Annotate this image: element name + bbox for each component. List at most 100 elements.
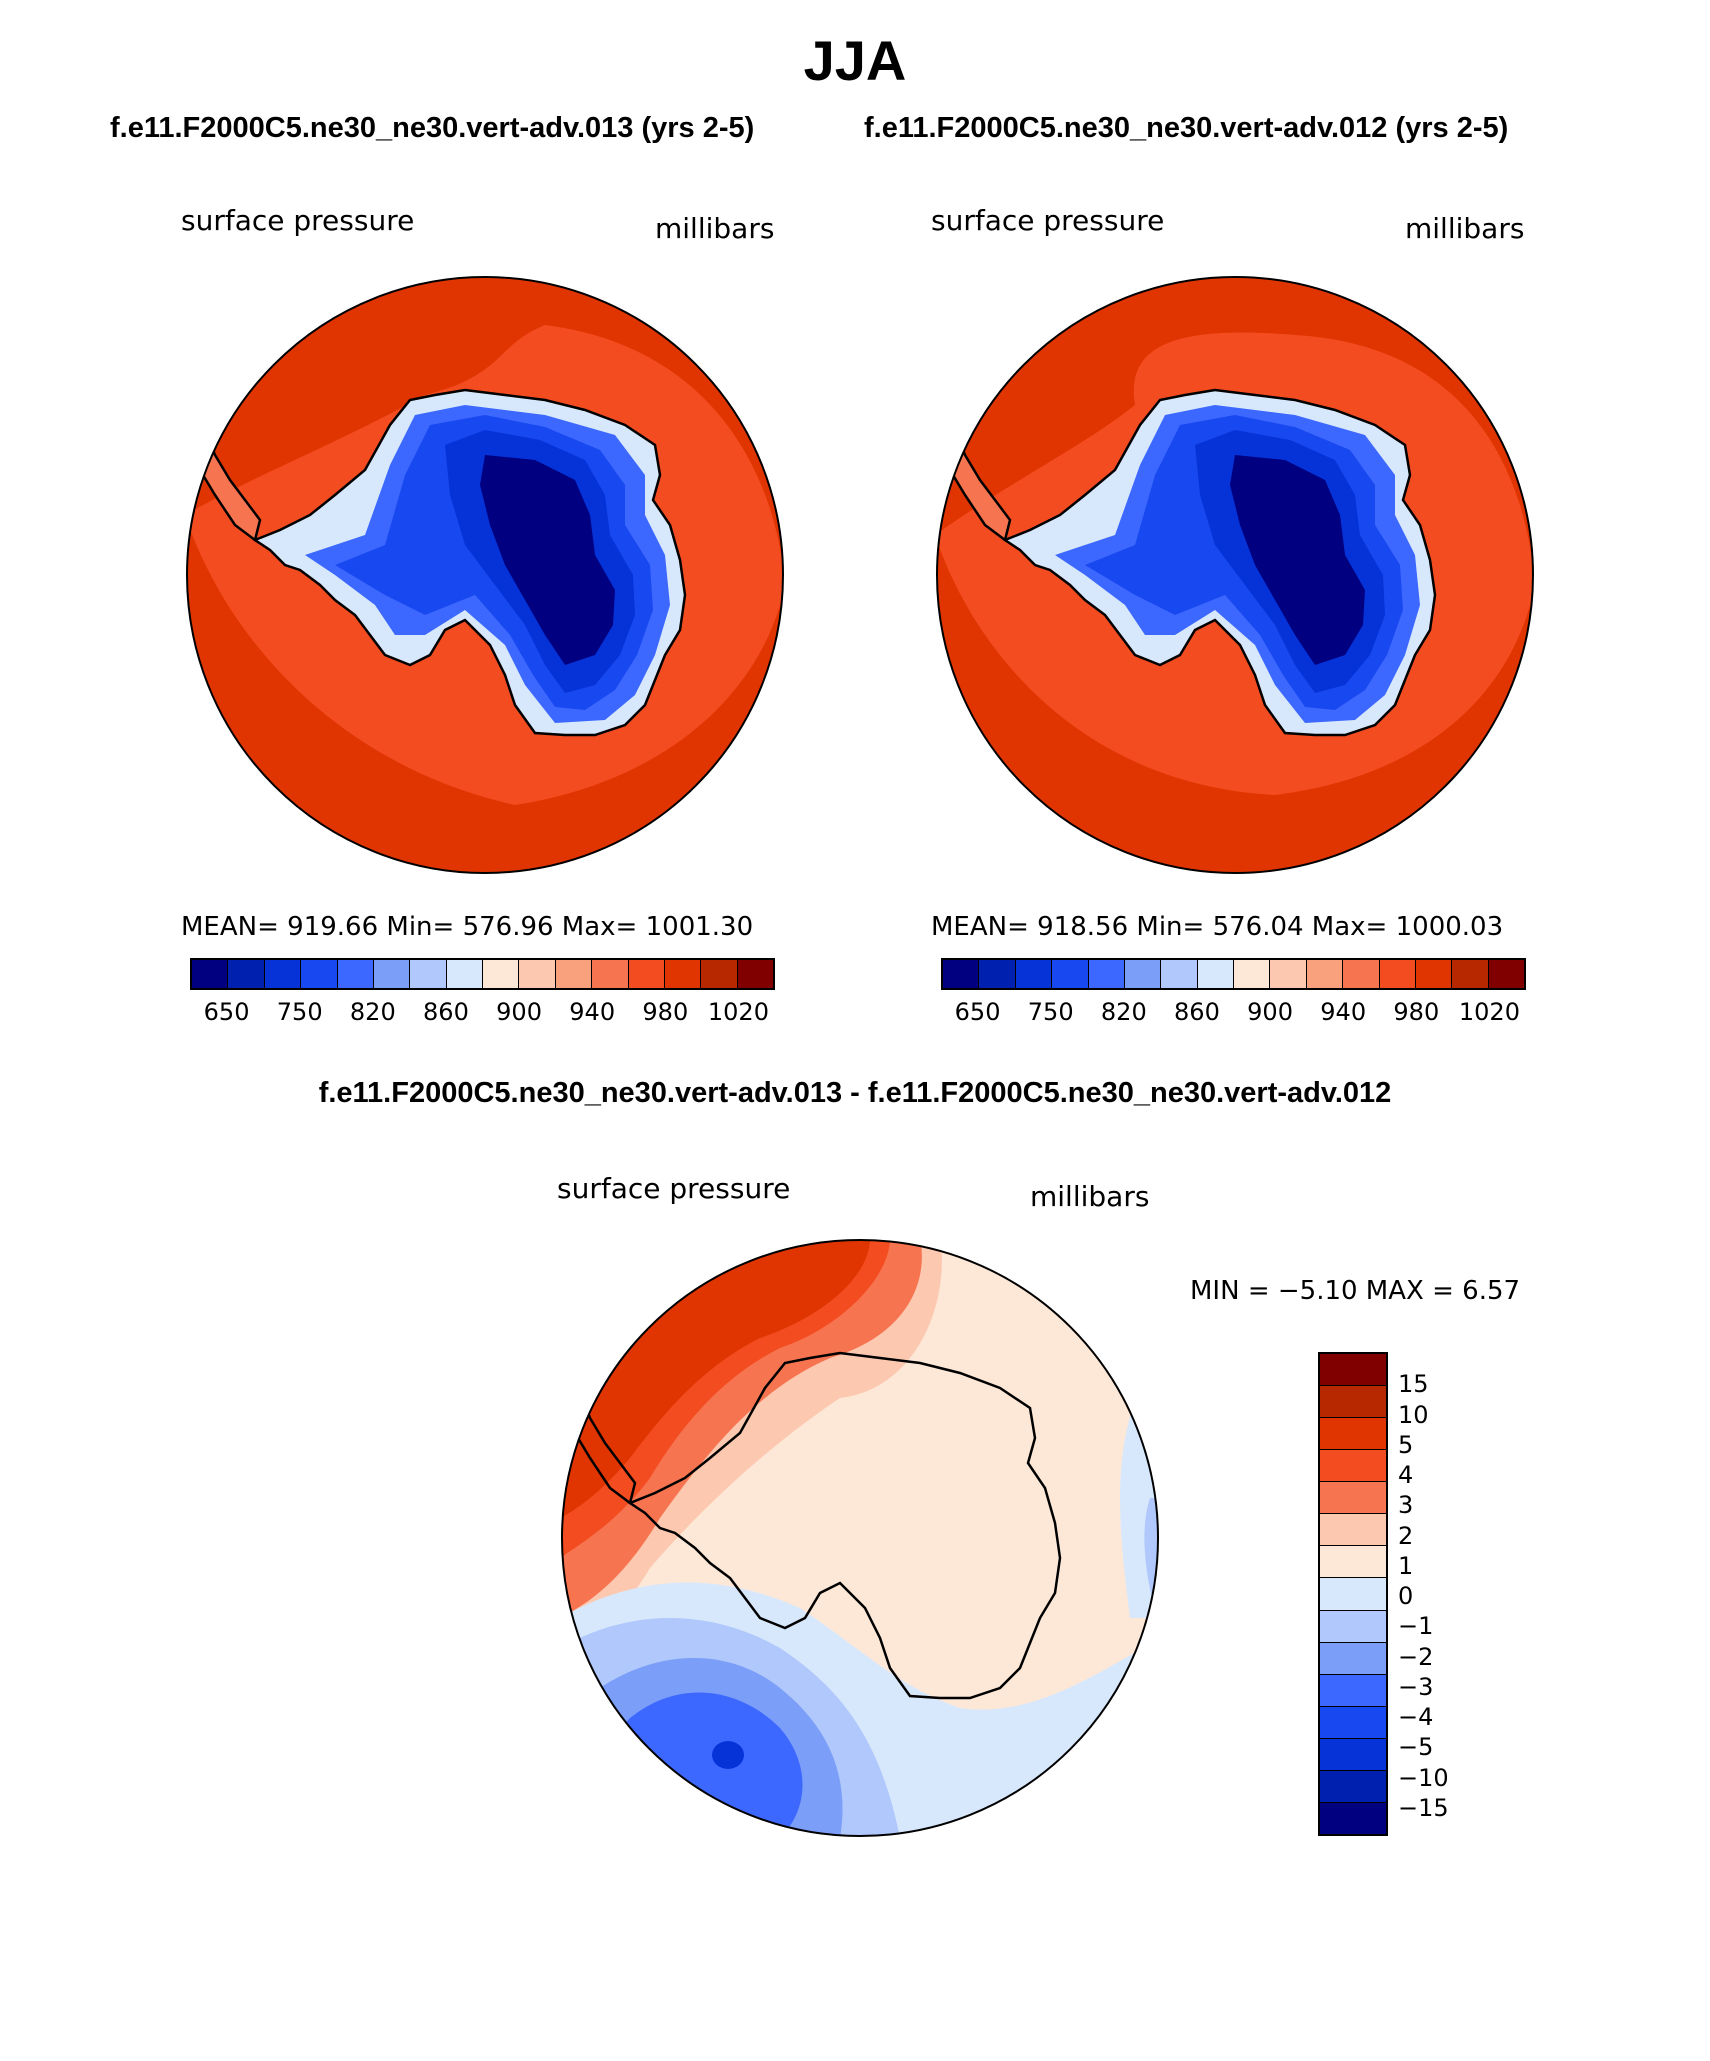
right-colorbar-swatch (1234, 960, 1271, 988)
left-colorbar-tick-label: 860 (423, 998, 469, 1026)
diff-colorbar-tick-label: −4 (1398, 1703, 1434, 1731)
diff-colorbar-tick-label: 10 (1398, 1400, 1429, 1429)
diff-colorbar-swatch (1320, 1706, 1386, 1739)
left-colorbar-tick-label: 650 (203, 998, 250, 1026)
diff-colorbar-ticks: 15 10 5 4 3 2 1 0 −1 −2 −3 −4 −5 −10 −15 (1398, 1352, 1488, 1836)
right-colorbar-swatch (1270, 960, 1307, 988)
diff-colorbar-tick-label: −5 (1398, 1733, 1434, 1762)
diff-colorbar-tick-label: 4 (1398, 1461, 1414, 1489)
left-colorbar-swatch (592, 960, 629, 988)
left-colorbar-swatch (664, 960, 702, 988)
diff-colorbar-tick-label: −1 (1398, 1612, 1434, 1641)
diff-map (562, 1240, 1158, 1836)
right-colorbar-swatch (1088, 960, 1125, 988)
left-colorbar-ticks: 650 750 820 860 900 940 980 1020 (190, 998, 775, 1028)
left-variable-label: surface pressure (181, 204, 415, 237)
left-colorbar-swatch (628, 960, 665, 988)
left-units-label: millibars (655, 212, 775, 245)
right-colorbar-tick-label: 650 (954, 998, 1001, 1026)
left-case-label: f.e11.F2000C5.ne30_ne30.vert-adv.013 (yr… (110, 112, 755, 144)
diff-colorbar-swatch (1320, 1546, 1386, 1579)
right-colorbar-tick-label: 820 (1100, 998, 1147, 1026)
right-colorbar-swatch (1306, 960, 1344, 988)
diff-colorbar-tick-label: 5 (1398, 1430, 1414, 1459)
right-map-border (936, 276, 1534, 874)
right-colorbar-swatch (1124, 960, 1162, 988)
right-colorbar-tick-label: 900 (1247, 998, 1293, 1026)
right-colorbar-tick-label: 860 (1174, 998, 1220, 1026)
diff-colorbar-tick-label: 0 (1398, 1582, 1414, 1610)
left-stats: MEAN= 919.66 Min= 576.96 Max= 1001.30 (181, 912, 754, 942)
diff-colorbar-swatch (1320, 1514, 1386, 1547)
left-colorbar-swatch (373, 960, 411, 988)
left-colorbar-tick-label: 820 (349, 998, 396, 1026)
left-colorbar-swatch (228, 960, 265, 988)
diff-colorbar-swatch (1320, 1482, 1386, 1515)
left-map (187, 277, 783, 873)
diff-colorbar-swatch (1320, 1738, 1386, 1771)
diff-colorbar-tick-label: 3 (1398, 1491, 1414, 1520)
right-colorbar-ticks: 650 750 820 860 900 940 980 1020 (941, 998, 1526, 1028)
left-colorbar-swatch (264, 960, 302, 988)
left-colorbar-swatch (446, 960, 483, 988)
right-colorbar-swatch (1379, 960, 1416, 988)
right-colorbar-swatch (1052, 960, 1089, 988)
left-colorbar-swatch (483, 960, 520, 988)
diff-colorbar-swatch (1320, 1802, 1386, 1834)
diff-colorbar-swatch (1320, 1674, 1386, 1707)
diff-colorbar-tick-label: −3 (1398, 1672, 1434, 1701)
left-colorbar (190, 958, 775, 990)
right-colorbar-swatch (1488, 960, 1524, 988)
diff-colorbar-swatch (1320, 1610, 1386, 1643)
left-colorbar-tick-label: 940 (569, 998, 616, 1026)
right-colorbar-tick-label: 940 (1320, 998, 1367, 1026)
left-colorbar-tick-label: 900 (496, 998, 542, 1026)
right-map-interior-650 (1230, 455, 1365, 665)
diff-colorbar (1318, 1352, 1388, 1836)
left-colorbar-tick-label: 750 (276, 998, 323, 1026)
diff-colorbar-swatch (1320, 1770, 1386, 1803)
right-colorbar-swatch (1015, 960, 1053, 988)
diff-colorbar-tick-label: −15 (1398, 1793, 1449, 1822)
right-case-label: f.e11.F2000C5.ne30_ne30.vert-adv.012 (yr… (864, 112, 1509, 144)
right-colorbar-swatch (1452, 960, 1489, 988)
diff-units-label: millibars (1030, 1180, 1150, 1213)
diff-colorbar-tick-label: 1 (1398, 1551, 1414, 1580)
figure-title: JJA (803, 29, 907, 92)
diff-variable-label: surface pressure (557, 1172, 791, 1205)
diff-colorbar-swatch (1320, 1386, 1386, 1419)
right-colorbar-tick-label: 750 (1027, 998, 1074, 1026)
left-colorbar-swatch (701, 960, 738, 988)
diff-colorbar-tick-label: −2 (1398, 1642, 1434, 1671)
diff-map-minus5-center (712, 1741, 744, 1769)
diff-case-label: f.e11.F2000C5.ne30_ne30.vert-adv.013 - f… (318, 1077, 1392, 1109)
right-colorbar-swatch (1343, 960, 1380, 988)
left-map-interior-650 (480, 455, 615, 665)
left-colorbar-swatch (410, 960, 447, 988)
diff-colorbar-tick-label: −10 (1398, 1763, 1449, 1792)
left-colorbar-tick-label: 1020 (707, 998, 769, 1026)
right-map (937, 277, 1533, 873)
right-stats: MEAN= 918.56 Min= 576.04 Max= 1000.03 (931, 912, 1504, 942)
left-colorbar-swatch (301, 960, 338, 988)
left-colorbar-swatch (737, 960, 773, 988)
diff-map-border (561, 1239, 1159, 1837)
diff-colorbar-tick-label: 15 (1398, 1370, 1429, 1399)
right-colorbar-tick-label: 980 (1393, 998, 1440, 1026)
diff-colorbar-swatch (1320, 1450, 1386, 1483)
right-colorbar-swatch (1197, 960, 1234, 988)
diff-colorbar-tick-label: 2 (1398, 1521, 1414, 1550)
diff-minmax: MIN = −5.10 MAX = 6.57 (1190, 1276, 1521, 1306)
right-units-label: millibars (1405, 212, 1525, 245)
right-variable-label: surface pressure (931, 204, 1165, 237)
diff-colorbar-swatch (1320, 1354, 1386, 1387)
left-colorbar-swatch (555, 960, 593, 988)
left-colorbar-swatch (192, 960, 229, 988)
right-colorbar (941, 958, 1526, 990)
left-map-border (186, 276, 784, 874)
diff-colorbar-swatch (1320, 1418, 1386, 1451)
right-colorbar-swatch (1415, 960, 1453, 988)
right-colorbar-swatch (979, 960, 1016, 988)
right-colorbar-tick-label: 1020 (1458, 998, 1520, 1026)
